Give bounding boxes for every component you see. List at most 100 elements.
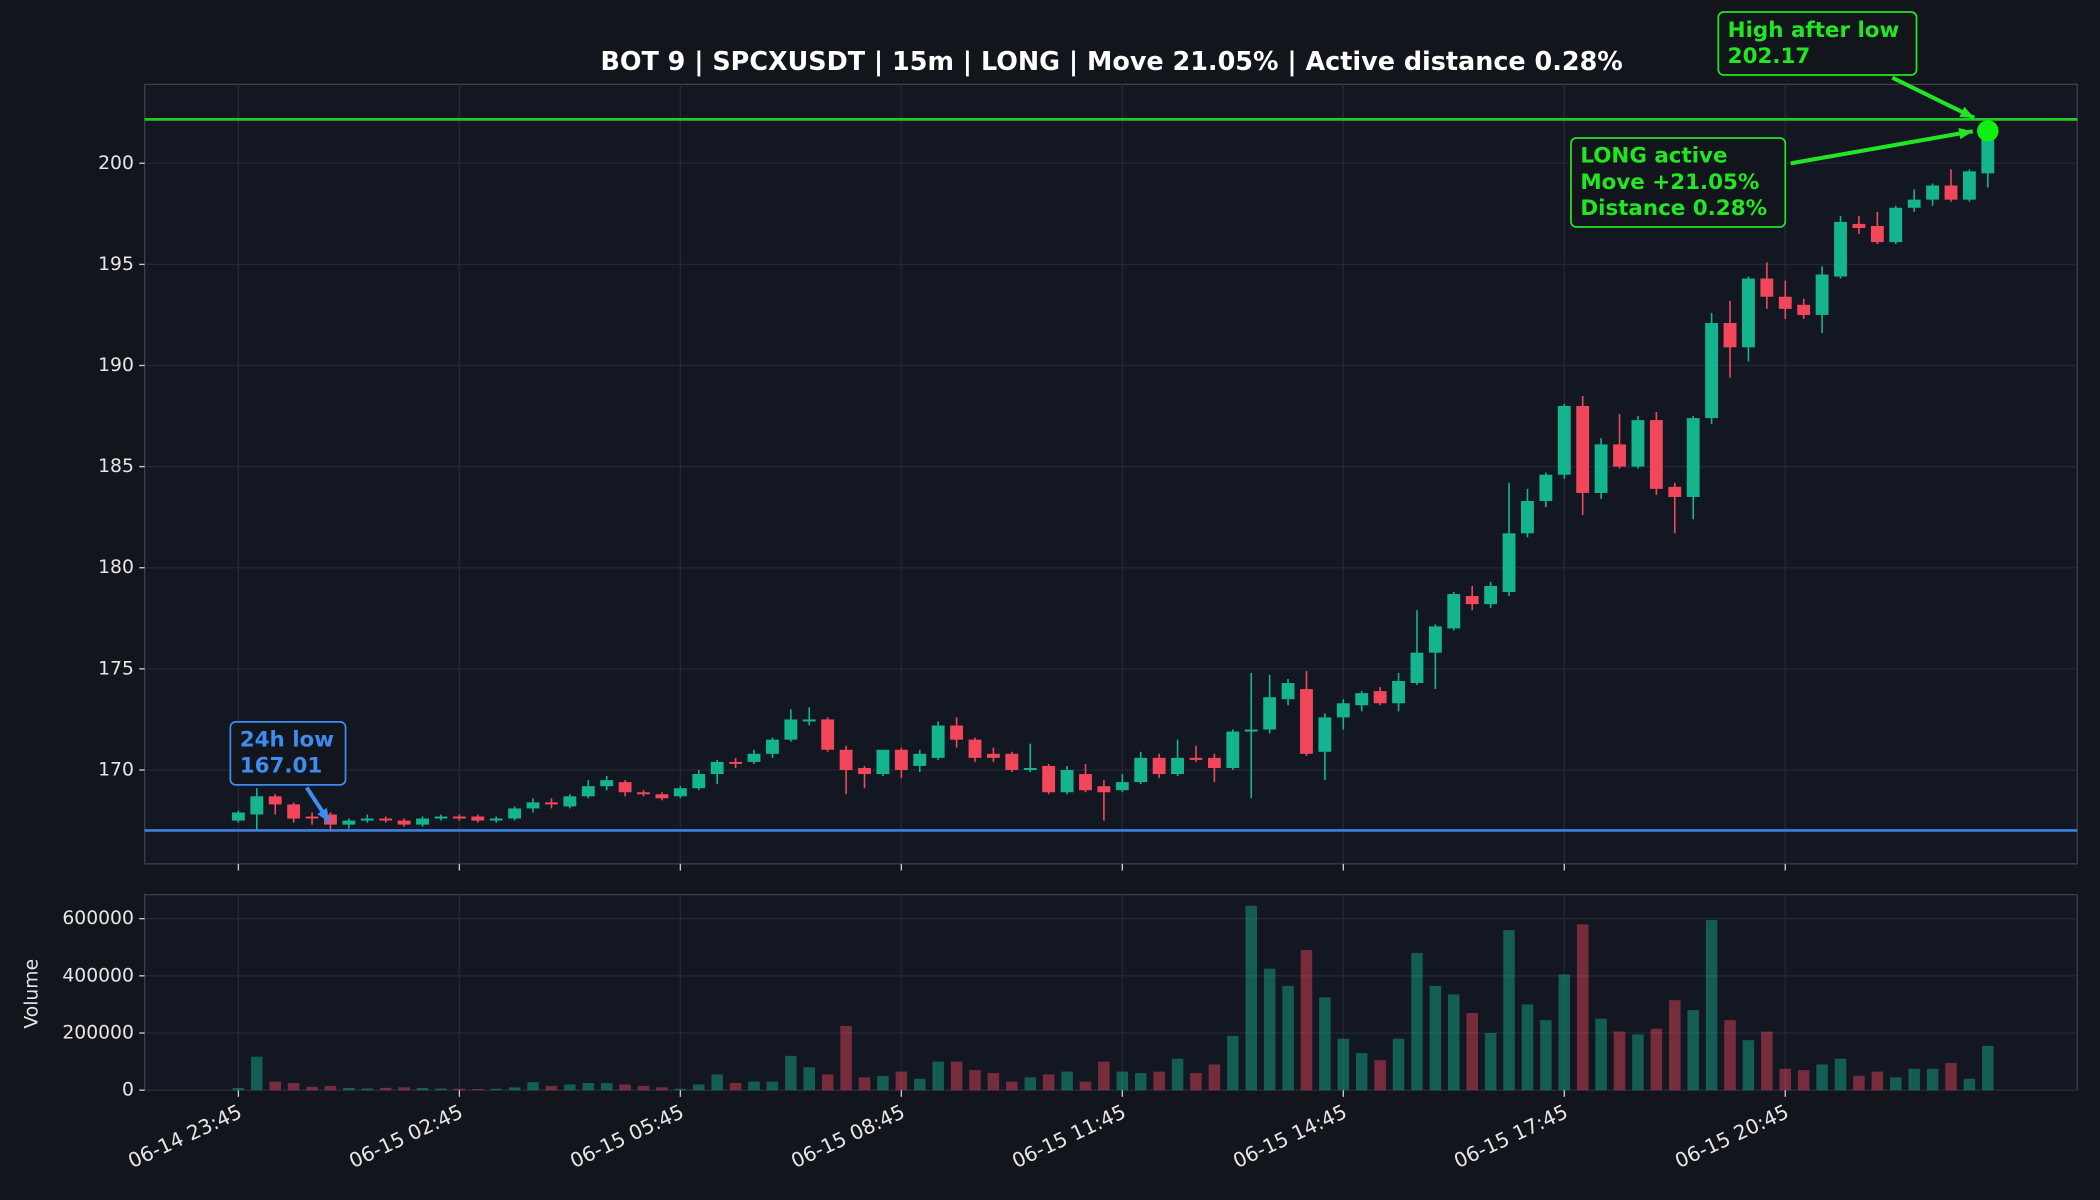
volume-bar [416, 1087, 429, 1091]
volume-bar [1355, 1053, 1368, 1091]
y-tick-label: 175 [98, 658, 134, 679]
candle-body [1834, 221, 1847, 277]
volume-bar [1153, 1071, 1165, 1091]
y-tick-label: 200 [98, 153, 134, 174]
arrow-head [1959, 106, 1975, 118]
volume-bar [1945, 1063, 1957, 1091]
candle-body [581, 786, 595, 797]
volume-bar [619, 1084, 631, 1091]
volume-bar [1724, 1020, 1736, 1091]
candle-body [1207, 757, 1221, 768]
candle-body [471, 816, 485, 821]
candle-body [1226, 731, 1240, 768]
annotation-text: 167.01 [240, 754, 323, 779]
candle-body [342, 820, 356, 825]
candle-body [1447, 594, 1461, 629]
candle-body [1373, 691, 1387, 704]
candle-body [1815, 274, 1829, 315]
y-tick-label: 185 [98, 456, 134, 477]
volume-bar [1208, 1064, 1221, 1091]
volume-bar [1061, 1071, 1073, 1091]
volume-bar [895, 1071, 908, 1091]
volume-bar [785, 1055, 797, 1091]
candle-body [287, 804, 301, 819]
volume-bar [637, 1085, 650, 1091]
volume-bar [877, 1075, 889, 1091]
candle-body [618, 782, 632, 793]
annotation-box [1717, 11, 1918, 76]
annotation-arrow [1790, 129, 1974, 166]
volume-axis-label: Volume [22, 959, 43, 1029]
candle-body [729, 761, 743, 764]
candle-body [489, 818, 503, 821]
candle-body [1557, 405, 1571, 475]
volume-bar [1319, 997, 1331, 1091]
volume-bar [1042, 1074, 1055, 1091]
candle-body [1428, 626, 1442, 653]
candle-body [1465, 596, 1479, 605]
volume-bar [1558, 974, 1571, 1091]
volume-bar [269, 1081, 281, 1091]
candle-body [821, 719, 835, 750]
annotation-text: 202.17 [1728, 44, 1811, 69]
y-tick-label: 200000 [62, 1023, 134, 1044]
volume-bar [1098, 1061, 1110, 1091]
candle-body [563, 796, 577, 807]
volume-bar [1374, 1060, 1386, 1091]
volume-bar [711, 1074, 723, 1091]
volume-bar [1816, 1064, 1828, 1091]
volume-bar [398, 1087, 410, 1091]
candle-body [747, 753, 761, 762]
candle-body [913, 753, 927, 766]
candle-body [1613, 444, 1626, 467]
candle-body [1152, 757, 1166, 775]
volume-bar [379, 1087, 392, 1091]
annotation-text: Distance 0.28% [1580, 196, 1767, 221]
candle-body [986, 753, 1000, 758]
volume-bar [287, 1083, 300, 1091]
volume-bar [656, 1087, 668, 1091]
candle-body [1944, 185, 1958, 200]
volume-bar [508, 1087, 521, 1091]
volume-bar [1650, 1028, 1663, 1091]
volume-bar [1484, 1033, 1497, 1091]
price-panel [143, 83, 2078, 865]
volume-bar [1853, 1075, 1865, 1091]
current-price-dot [1977, 120, 1999, 142]
candle-body [1005, 753, 1019, 770]
candle-body [508, 808, 522, 819]
volume-bar [1613, 1031, 1626, 1091]
candle-body [637, 792, 650, 795]
candle-body [839, 749, 853, 770]
candle-body [655, 794, 669, 799]
volume-bar [453, 1088, 466, 1091]
volume-bar [1282, 985, 1294, 1091]
candle-body [324, 814, 337, 825]
candle-body [1355, 693, 1369, 706]
volume-bar [858, 1077, 871, 1091]
annotation-arrow [1891, 75, 1975, 120]
volume-bar [1742, 1040, 1755, 1091]
volume-bar [1006, 1081, 1018, 1091]
candle-body [1981, 130, 1995, 174]
candle-body [673, 788, 687, 797]
candle-body [452, 816, 466, 819]
candle-body [1336, 703, 1350, 718]
candle-body [268, 796, 282, 805]
volume-bar [1466, 1012, 1478, 1091]
candle-body [1686, 418, 1700, 497]
volume-bar [324, 1085, 337, 1091]
candle-body [1649, 420, 1663, 489]
candle-body [968, 739, 982, 758]
candle-body [1410, 652, 1424, 684]
volume-bar [1632, 1034, 1644, 1091]
volume-bar [1576, 924, 1589, 1091]
volume-bar [1392, 1038, 1405, 1091]
volume-bar [1263, 968, 1276, 1091]
candle-body [1760, 278, 1774, 297]
volume-bar [472, 1089, 484, 1091]
volume-bar [821, 1074, 834, 1091]
volume-bar [1595, 1018, 1607, 1091]
volume-bar [1227, 1035, 1239, 1091]
